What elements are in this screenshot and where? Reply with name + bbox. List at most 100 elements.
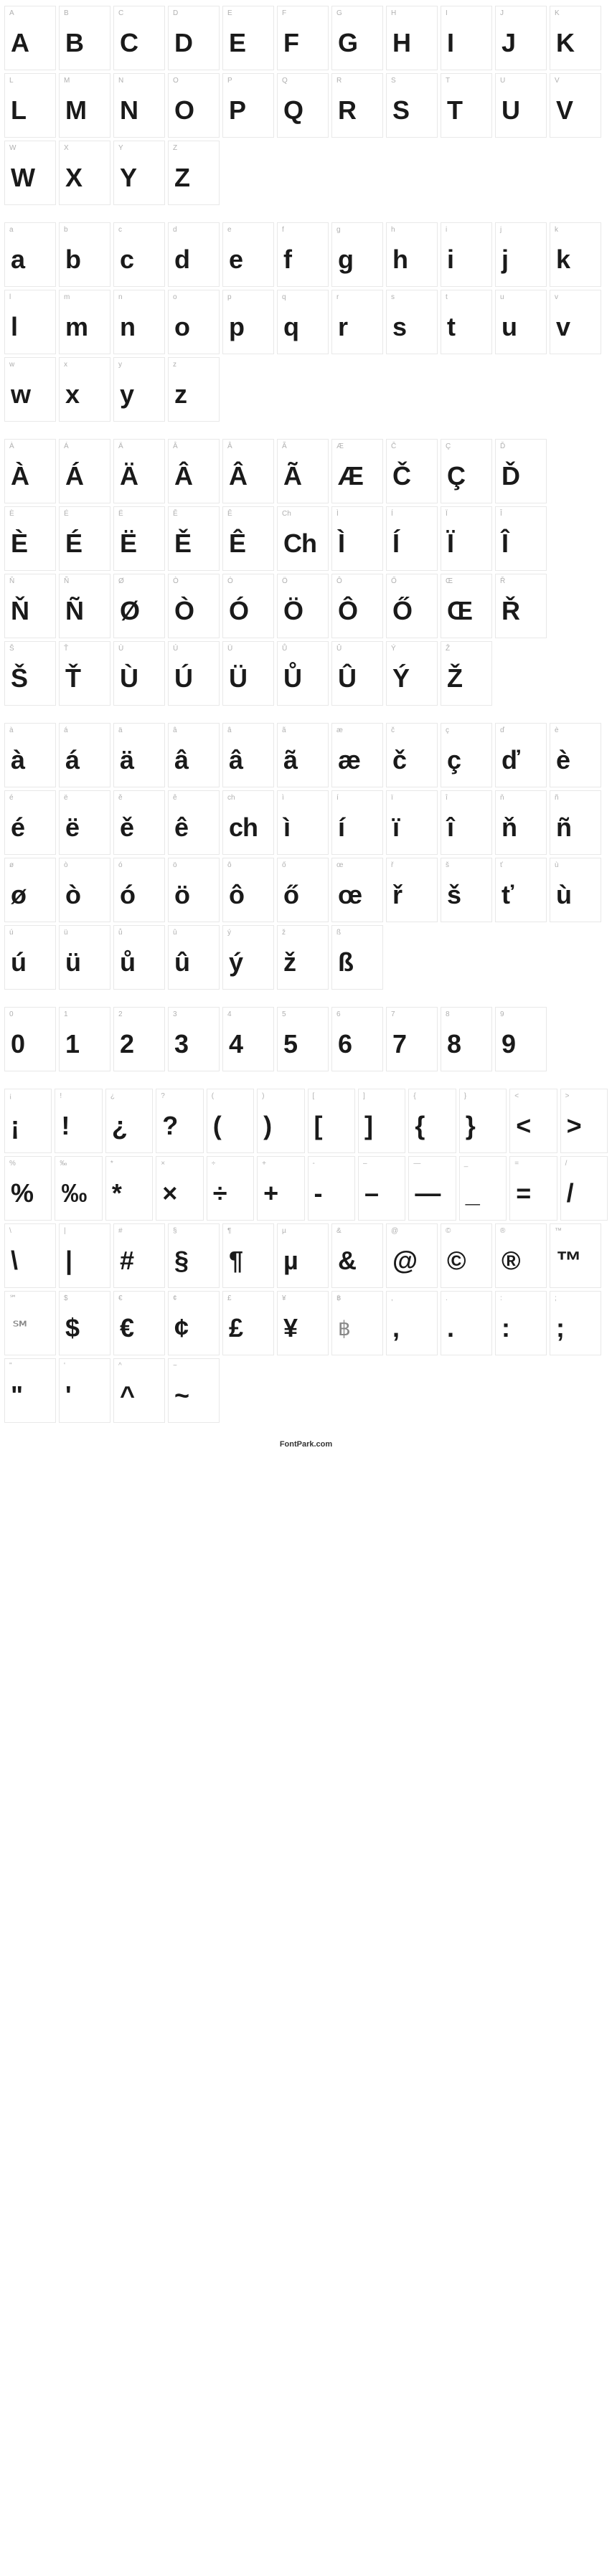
glyph-cell: yy	[113, 357, 165, 422]
glyph-cell: ZZ	[168, 141, 220, 205]
glyph-display: ,	[391, 1304, 433, 1352]
glyph-cell: ÁÁ	[59, 439, 110, 503]
glyph-label: â	[227, 726, 269, 737]
glyph-cell: ;;	[550, 1291, 601, 1355]
glyph-display: Ů	[282, 655, 324, 702]
glyph-display: Ì	[336, 520, 378, 567]
glyph-cell: ÇÇ	[441, 439, 492, 503]
glyph-display: €	[118, 1304, 160, 1352]
glyph-display: ť	[500, 871, 542, 919]
glyph-cell: ..	[441, 1291, 492, 1355]
glyph-label: Q	[282, 77, 324, 87]
glyph-display: ñ	[555, 804, 596, 851]
glyph-display: â	[173, 737, 215, 784]
glyph-display: }	[464, 1102, 502, 1150]
glyph-label: ý	[227, 929, 269, 939]
glyph-label: ò	[64, 861, 105, 871]
glyph-label: ch	[227, 794, 269, 804]
glyph-label: M	[64, 77, 105, 87]
glyph-cell: ÛÛ	[331, 641, 383, 706]
glyph-label: Z	[173, 144, 215, 154]
glyph-display: >	[565, 1102, 603, 1150]
glyph-label: Č	[391, 442, 433, 453]
glyph-display: U	[500, 87, 542, 134]
glyph-display: O	[173, 87, 215, 134]
glyph-label: ß	[336, 929, 378, 939]
glyph-row: ààááääââââããææččççďďèè	[4, 723, 608, 787]
glyph-cell: ((	[207, 1089, 254, 1153]
glyph-label: ë	[64, 794, 105, 804]
glyph-cell: ŘŘ	[495, 574, 547, 638]
glyph-display: Ř	[500, 587, 542, 635]
glyph-label: '	[64, 1362, 105, 1372]
glyph-cell: ÀÀ	[4, 439, 56, 503]
glyph-display: _	[464, 1170, 502, 1217]
glyph-label: Ů	[282, 645, 324, 655]
glyph-label: ℠	[9, 1294, 51, 1304]
glyph-row: llmmnnooppqqrrssttuuvv	[4, 290, 608, 354]
glyph-display: A	[9, 19, 51, 67]
glyph-label: ,	[391, 1294, 433, 1304]
glyph-display: ö	[173, 871, 215, 919]
glyph-display: Ü	[227, 655, 269, 702]
glyph-cell: UU	[495, 73, 547, 138]
glyph-cell: ýý	[222, 925, 274, 990]
glyph-cell: ùù	[550, 858, 601, 922]
glyph-display: ů	[118, 939, 160, 986]
glyph-display: Â	[173, 453, 215, 500]
glyph-label: l	[9, 293, 51, 303]
glyph-cell: ďď	[495, 723, 547, 787]
glyph-label: }	[464, 1092, 502, 1102]
glyph-display: ì	[282, 804, 324, 851]
glyph-cell: NN	[113, 73, 165, 138]
glyph-display: µ	[282, 1237, 324, 1284]
glyph-display: Š	[9, 655, 51, 702]
glyph-cell: }}	[459, 1089, 507, 1153]
glyph-display: l	[9, 303, 51, 351]
glyph-display: Û	[336, 655, 378, 702]
glyph-cell: ÂÂ	[168, 439, 220, 503]
glyph-display: ň	[500, 804, 542, 851]
glyph-display: ℠	[9, 1304, 51, 1352]
glyph-label: ?	[161, 1092, 198, 1102]
glyph-label: I	[446, 9, 487, 19]
glyph-label: µ	[282, 1227, 324, 1237]
glyph-display: I	[446, 19, 487, 67]
glyph-display: J	[500, 19, 542, 67]
glyph-cell: ℠℠	[4, 1291, 56, 1355]
glyph-label: K	[555, 9, 596, 19]
glyph-label: f	[282, 226, 324, 236]
glyph-label: u	[500, 293, 542, 303]
glyph-label: +	[262, 1160, 299, 1170]
glyph-label: >	[565, 1092, 603, 1102]
glyph-cell: hh	[386, 222, 438, 287]
glyph-display: Ò	[173, 587, 215, 635]
glyph-cell: GG	[331, 6, 383, 70]
glyph-display: 4	[227, 1021, 269, 1068]
glyph-cell: őő	[277, 858, 329, 922]
glyph-label: :	[500, 1294, 542, 1304]
glyph-display: ò	[64, 871, 105, 919]
footer-text: FontPark.com	[0, 1431, 612, 1457]
glyph-cell: >>	[560, 1089, 608, 1153]
glyph-label: Ž	[446, 645, 487, 655]
glyph-label: Ñ	[64, 577, 105, 587]
glyph-label: _	[464, 1160, 502, 1170]
glyph-label: â	[173, 726, 215, 737]
glyph-cell: îî	[441, 790, 492, 855]
glyph-cell: dd	[168, 222, 220, 287]
glyph-label: @	[391, 1227, 433, 1237]
glyph-cell: ŇŇ	[4, 574, 56, 638]
glyph-display: V	[555, 87, 596, 134]
glyph-cell: ))	[257, 1089, 304, 1153]
glyph-display: X	[64, 154, 105, 202]
glyph-cell: ÜÜ	[222, 641, 274, 706]
glyph-display: í	[336, 804, 378, 851]
glyph-display: -	[313, 1170, 350, 1217]
glyph-cell: ËË	[113, 506, 165, 571]
glyph-cell: ěě	[113, 790, 165, 855]
glyph-label: ]	[363, 1092, 400, 1102]
glyph-label: ú	[9, 929, 51, 939]
glyph-row: AABBCCDDEEFFGGHHIIJJKK	[4, 6, 608, 70]
glyph-display: Ï	[446, 520, 487, 567]
